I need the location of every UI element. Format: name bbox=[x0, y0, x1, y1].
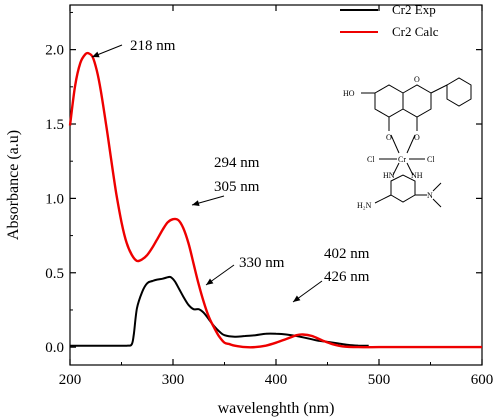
x-tick-label: 400 bbox=[265, 372, 288, 388]
structure-label: O bbox=[414, 75, 420, 84]
y-tick-label: 0.0 bbox=[45, 340, 64, 356]
annotation-layer: 218 nm 294 nm 305 nm 330 nm 402 nm 426 nm bbox=[91, 38, 370, 303]
structure-bond bbox=[432, 182, 442, 192]
structure-bond bbox=[374, 194, 392, 204]
x-axis-title: wavelenghth (nm) bbox=[218, 400, 335, 417]
structure-label: O bbox=[386, 133, 392, 142]
annotation-arrowhead bbox=[206, 278, 214, 285]
legend-label: Cr2 Calc bbox=[392, 24, 439, 39]
series-line-exp bbox=[69, 275, 369, 347]
y-tick-label: 2.0 bbox=[45, 43, 64, 59]
legend-label: Cr2 Exp bbox=[392, 2, 436, 17]
structure-label: HN bbox=[383, 171, 395, 180]
y-tick-label: 1.0 bbox=[45, 191, 64, 207]
x-tick-label: 500 bbox=[368, 372, 391, 388]
chemical-structure: HO O O O Cl Cr Cl HN NH H₂N N bbox=[343, 75, 472, 210]
axes: 200 300 400 500 600 0.0 0.5 1.0 1.5 2.0 wavelenght… bbox=[5, 4, 494, 417]
annotation-label: 426 nm bbox=[324, 269, 370, 285]
structure-label: Cr bbox=[398, 155, 406, 164]
structure-label: HO bbox=[343, 89, 355, 98]
structure-label: H₂N bbox=[357, 201, 372, 210]
annotation-label: 330 nm bbox=[239, 255, 285, 271]
structure-ring-c bbox=[402, 84, 432, 118]
annotation-label: 402 nm bbox=[324, 246, 370, 262]
legend: Cr2 Exp Cr2 Calc bbox=[340, 2, 439, 39]
structure-label: Cl bbox=[367, 155, 375, 164]
x-tick-label: 600 bbox=[471, 372, 494, 388]
structure-bond bbox=[432, 198, 442, 208]
y-tick-label: 0.5 bbox=[45, 266, 64, 282]
structure-bond bbox=[392, 162, 400, 176]
plot-frame bbox=[69, 4, 483, 366]
structure-ring-b bbox=[446, 77, 472, 107]
structure-label: Cl bbox=[427, 155, 435, 164]
x-tick-label: 200 bbox=[59, 372, 82, 388]
structure-bond bbox=[406, 134, 416, 154]
structure-label: N bbox=[427, 191, 433, 200]
series-layer bbox=[68, 51, 482, 349]
structure-label: NH bbox=[411, 171, 423, 180]
structure-bond bbox=[430, 84, 448, 94]
annotation-arrowhead bbox=[92, 51, 100, 58]
structure-bond bbox=[390, 134, 400, 154]
annotation-arrowhead bbox=[293, 295, 301, 302]
annotation-label: 305 nm bbox=[214, 179, 260, 195]
annotation-arrowhead bbox=[192, 200, 200, 206]
structure-label: O bbox=[414, 133, 420, 142]
y-axis-title: Absorbance (a.u) bbox=[5, 130, 22, 240]
y-tick-label: 1.5 bbox=[45, 117, 64, 133]
annotation-label: 294 nm bbox=[214, 155, 260, 171]
structure-ring-a bbox=[374, 84, 404, 118]
structure-bond bbox=[406, 162, 414, 176]
series-line-calc bbox=[68, 51, 482, 349]
x-tick-label: 300 bbox=[162, 372, 185, 388]
annotation-label: 218 nm bbox=[130, 38, 176, 54]
